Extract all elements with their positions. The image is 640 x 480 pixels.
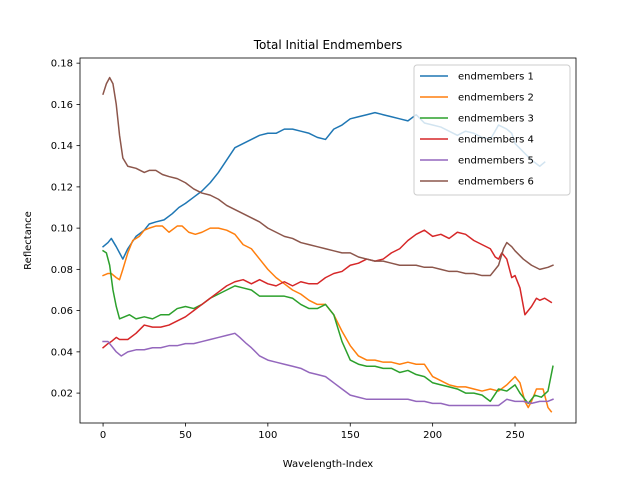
legend-label-2: endmembers 2 <box>458 93 534 104</box>
y-tick-label: 0.16 <box>51 100 73 111</box>
y-tick-label: 0.08 <box>51 265 73 276</box>
y-axis-label: Reflectance <box>23 211 34 270</box>
legend-label-3: endmembers 3 <box>458 114 534 125</box>
y-tick-label: 0.18 <box>51 59 73 70</box>
plot-frame <box>79 57 577 424</box>
y-tick-label: 0.02 <box>51 389 73 400</box>
x-tick-label: 100 <box>258 430 277 441</box>
series-line-3 <box>102 249 554 405</box>
legend-label-6: endmembers 6 <box>458 177 534 188</box>
plot-area <box>102 76 554 413</box>
legend: endmembers 1 endmembers 2 endmembers 3 endm… <box>413 64 571 196</box>
x-tick-label: 250 <box>505 430 524 441</box>
legend-label-4: endmembers 4 <box>458 135 534 146</box>
y-tick-label: 0.10 <box>51 224 73 235</box>
series-line-5 <box>102 332 554 407</box>
x-tick-label: 50 <box>179 430 192 441</box>
series-line-6 <box>102 76 554 277</box>
x-tick-label: 150 <box>341 430 360 441</box>
x-tick-label: 0 <box>100 430 106 441</box>
series-line-2 <box>102 225 553 413</box>
y-tick-label: 0.12 <box>51 182 73 193</box>
series-line-4 <box>102 229 553 349</box>
chart-title: Total Initial Endmembers <box>253 38 403 52</box>
legend-label-5: endmembers 5 <box>458 156 534 167</box>
y-tick-label: 0.14 <box>51 141 73 152</box>
y-tick-label: 0.06 <box>51 306 73 317</box>
x-axis-label: Wavelength-Index <box>283 459 374 470</box>
legend-box <box>413 64 571 196</box>
legend-label-1: endmembers 1 <box>458 72 534 83</box>
y-axis: 0.02 0.04 0.06 0.08 0.10 0.12 0.14 0.16 0.18 <box>51 59 80 400</box>
x-axis: 0 50 100 150 200 250 <box>100 423 525 441</box>
y-tick-label: 0.04 <box>51 347 73 358</box>
x-tick-label: 200 <box>423 430 442 441</box>
